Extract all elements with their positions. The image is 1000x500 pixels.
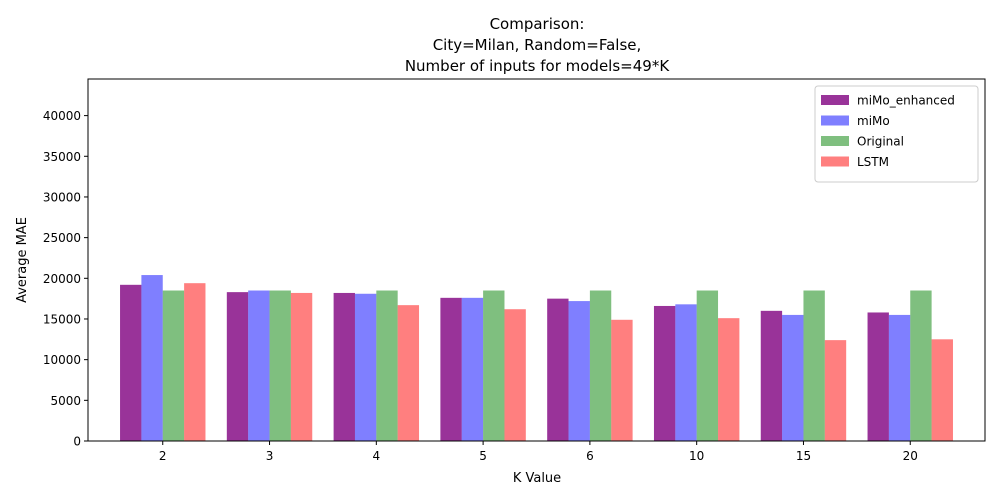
legend-label-Original: Original	[857, 135, 904, 149]
bar-miMo-20	[888, 314, 911, 441]
chart-title: Comparison: City=Milan, Random=False, Nu…	[405, 15, 670, 75]
legend-swatch-Original	[821, 136, 849, 146]
title-line-3: Number of inputs for models=49*K	[405, 57, 670, 75]
y-tick-label: 30000	[43, 190, 81, 204]
x-tick-label: 15	[796, 449, 811, 463]
legend-swatch-miMo	[821, 115, 849, 126]
bar-Original-20	[910, 290, 932, 441]
bar-miMo_enhanced-10	[653, 305, 676, 441]
bar-miMo_enhanced-15	[760, 310, 783, 441]
plot-frame	[87, 78, 986, 442]
y-tick-label: 25000	[43, 231, 81, 245]
bar-LSTM-3	[290, 292, 313, 441]
y-tick-label: 0	[73, 435, 81, 449]
legend-label-miMo: miMo	[857, 114, 890, 128]
legend: miMo_enhanced miMo Original LSTM	[814, 85, 979, 183]
bar-miMo-10	[675, 304, 697, 441]
y-tick-label: 20000	[43, 272, 81, 286]
legend-swatch-miMo_enhanced	[821, 95, 849, 105]
bar-miMo_enhanced-20	[867, 312, 889, 441]
bar-Original-2	[162, 290, 185, 441]
bar-miMo_enhanced-3	[226, 292, 249, 441]
x-axis-label: K Value	[513, 471, 561, 486]
bar-miMo-4	[354, 293, 377, 441]
title-line-1: Comparison:	[490, 15, 585, 33]
x-tick-label: 6	[586, 449, 594, 463]
bar-LSTM-5	[504, 309, 526, 441]
bar-Original-3	[269, 290, 291, 441]
bar-LSTM-6	[611, 319, 633, 441]
bar-miMo_enhanced-2	[120, 284, 142, 441]
bar-Original-4	[376, 290, 398, 441]
bars-group	[120, 275, 953, 441]
bar-miMo_enhanced-4	[333, 292, 355, 441]
legend-box	[814, 85, 979, 183]
y-tick-label: 5000	[50, 394, 81, 408]
y-axis: 0 5000 10000 15000 20000 25000 30000 35000 40000	[43, 109, 88, 449]
bar-miMo-5	[461, 297, 484, 441]
bar-miMo-6	[568, 301, 590, 441]
bar-LSTM-2	[184, 283, 206, 441]
legend-label-LSTM: LSTM	[857, 155, 889, 169]
bar-LSTM-15	[824, 340, 847, 441]
x-tick-label: 3	[266, 449, 274, 463]
y-tick-label: 10000	[43, 353, 81, 367]
bar-miMo-3	[248, 290, 270, 441]
x-tick-label: 2	[159, 449, 167, 463]
bar-LSTM-20	[931, 339, 953, 441]
legend-label-miMo_enhanced: miMo_enhanced	[857, 94, 955, 108]
bar-miMo-15	[782, 314, 804, 441]
x-tick-label: 5	[479, 449, 487, 463]
bar-miMo_enhanced-6	[547, 298, 569, 441]
title-line-2: City=Milan, Random=False,	[433, 36, 642, 54]
bar-miMo-2	[141, 275, 163, 441]
x-tick-label: 10	[689, 449, 704, 463]
y-axis-label: Average MAE	[15, 217, 30, 303]
y-tick-label: 35000	[43, 150, 81, 164]
legend-swatch-LSTM	[821, 156, 849, 167]
y-tick-label: 15000	[43, 312, 81, 326]
y-tick-label: 40000	[43, 109, 81, 123]
bar-Original-6	[589, 290, 612, 441]
bar-Original-15	[803, 290, 825, 441]
bar-miMo_enhanced-5	[440, 297, 462, 441]
x-tick-label: 20	[903, 449, 918, 463]
bar-Original-5	[483, 290, 505, 441]
x-tick-label: 4	[373, 449, 381, 463]
bar-LSTM-10	[718, 318, 740, 441]
bar-LSTM-4	[397, 305, 420, 441]
bar-Original-10	[696, 290, 719, 441]
x-axis: 2 3 4 5 6 10 15 20	[159, 441, 918, 463]
